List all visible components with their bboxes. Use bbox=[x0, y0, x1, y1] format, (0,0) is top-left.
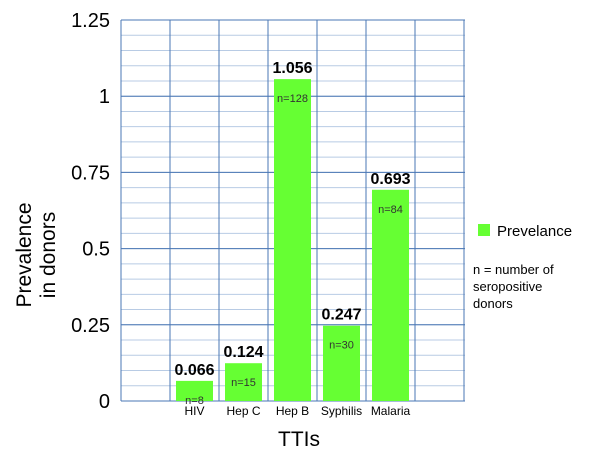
bar-value-label: 0.693 bbox=[370, 171, 410, 188]
legend-swatch bbox=[478, 224, 490, 236]
bar-n-label: n=84 bbox=[378, 204, 403, 216]
legend-label: Prevelance bbox=[497, 223, 572, 240]
bar-n-label: n=128 bbox=[277, 93, 308, 105]
legend: Prevelance bbox=[478, 223, 572, 240]
y-tick-label: 1 bbox=[99, 86, 110, 108]
x-tick-label: Syphilis bbox=[321, 404, 362, 418]
bar bbox=[372, 189, 409, 401]
bar-value-label: 1.056 bbox=[272, 60, 312, 77]
y-tick-label: 0.25 bbox=[71, 315, 110, 337]
x-tick-label: HIV bbox=[184, 404, 204, 418]
x-axis-title: TTIs bbox=[278, 428, 320, 451]
bar-n-label: n=15 bbox=[231, 377, 256, 389]
y-axis-title-line1: Prevalence bbox=[13, 202, 36, 307]
bar-value-label: 0.124 bbox=[223, 344, 263, 361]
x-tick-label: Hep B bbox=[276, 404, 309, 418]
x-tick-label: Malaria bbox=[371, 404, 411, 418]
bar-n-label: n=30 bbox=[329, 340, 354, 352]
y-tick-label: 1.25 bbox=[71, 10, 110, 32]
y-axis: 0 0.25 0.5 0.75 1 1.25 bbox=[71, 10, 110, 413]
bar-n-label: n=8 bbox=[185, 395, 204, 407]
annotation-line: donors bbox=[473, 296, 513, 311]
annotation-line: n = number of bbox=[473, 262, 554, 277]
y-tick-label: 0.75 bbox=[71, 162, 110, 184]
y-tick-label: 0 bbox=[99, 391, 110, 413]
annotation-line: seropositive bbox=[473, 279, 542, 294]
bar bbox=[274, 79, 311, 402]
y-axis-title-line2: in donors bbox=[37, 212, 60, 298]
bar-value-label: 0.247 bbox=[321, 307, 361, 324]
annotation-note: n = number of seropositive donors bbox=[473, 262, 554, 311]
bar-group: 0.066 n=8 0.124 n=15 1.056 n=128 0.247 n=30 0.69… bbox=[174, 60, 410, 407]
x-axis: HIV Hep C Hep B Syphilis Malaria bbox=[184, 404, 410, 418]
bar bbox=[176, 380, 213, 401]
y-tick-label: 0.5 bbox=[82, 239, 110, 261]
bar-value-label: 0.066 bbox=[174, 362, 214, 379]
bar bbox=[323, 325, 360, 401]
bar bbox=[225, 363, 262, 401]
x-tick-label: Hep C bbox=[226, 404, 260, 418]
